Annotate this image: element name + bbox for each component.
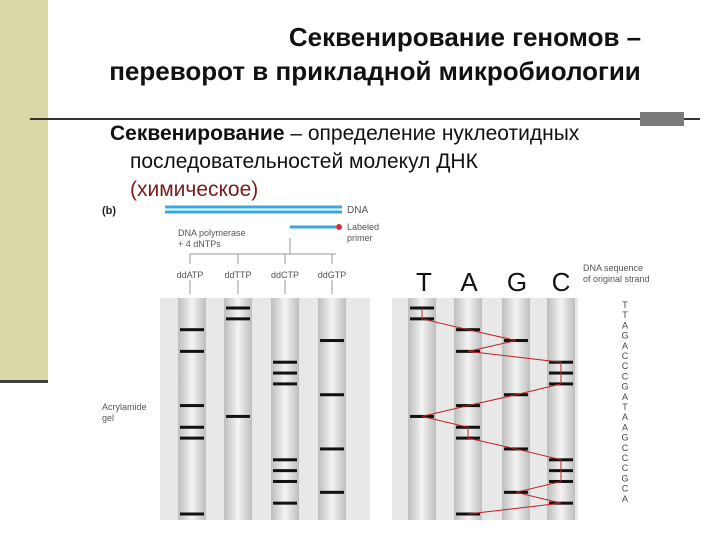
lane-letter-g: G [507,267,527,297]
left-gel-band [180,404,204,408]
primer-label-line1: Labeled [347,222,379,232]
title-line-1: Секвенирование геномов – [288,22,642,52]
subtitle-term: Секвенирование [110,122,285,145]
decorative-accent-bar [0,0,48,380]
sequence-trace-line [421,308,562,515]
left-gel-band [180,349,204,353]
sequencing-diagram: (b) DNA Labeled primer DNA polymerase + … [102,205,650,520]
left-gel-band [273,382,297,386]
left-gel-band [273,371,297,375]
sequence-base-letter: T [622,300,628,310]
sequence-base-letter: T [622,310,628,320]
polymerase-label-line2: + 4 dNTPs [178,239,221,249]
title-divider-block [640,112,684,126]
sequence-base-letter: G [621,473,628,483]
subtitle-line-2: последовательностей молекул ДНК [130,150,478,173]
tube-label-ddttp: ddTTP [224,270,251,280]
sequencing-figure: (b) DNA Labeled primer DNA polymerase + … [90,198,670,528]
left-gel-band [180,436,204,440]
left-gel-band [180,328,204,332]
panel-label: (b) [102,205,116,217]
sequence-base-letter: G [621,433,628,443]
right-gel-lane-g [502,298,530,520]
primer-label-dot [336,224,342,230]
left-gel-band [273,458,297,462]
title-line-2: переворот в прикладной микробиологии [109,56,641,86]
left-gel-band [273,469,297,473]
left-gel-band [320,393,344,397]
subtitle-definition: – определение нуклеотидных [284,122,580,145]
sequence-base-letter: C [622,361,629,371]
sequence-base-letter: G [621,331,628,341]
sequence-base-letter: A [622,320,628,330]
left-gel-band [180,425,204,429]
left-gel-lane-a [178,298,206,520]
sequence-base-letter: A [622,494,628,504]
left-gel-band [180,512,204,516]
sequence-base-letter: T [622,402,628,412]
tube-label-ddatp: ddATP [177,270,204,280]
subtitle-line-3: (химическое) [130,178,259,201]
sequence-base-letter: C [622,463,629,473]
distribution-lines [189,238,336,294]
slide-title: Секвенирование геномов – переворот в при… [60,20,690,88]
left-gel-lane-g [318,298,346,520]
lane-letter-c: C [552,267,571,297]
sequence-label-line1: DNA sequence [583,263,643,273]
left-gel-band [320,339,344,343]
lane-letter-t: T [416,267,432,297]
sequence-label-line2: of original strand [583,274,650,284]
left-gel-band [320,447,344,451]
left-gel-band [273,360,297,364]
sequence-base-letter: G [621,382,628,392]
sequence-base-letter: C [622,484,629,494]
tube-label-ddgtp: ddGTP [318,270,347,280]
left-gel-band [273,479,297,483]
tube-label-ddctp: ddCTP [271,270,299,280]
subtitle-text: Секвенирование – определение нуклеотидны… [110,120,690,204]
right-gel-lane-a [454,298,482,520]
title-divider [30,118,700,120]
gel-label-line2: gel [102,413,114,423]
accent-bar-edge [0,380,48,383]
sequence-base-letter: A [622,341,628,351]
right-gel-lane-c [547,298,575,520]
left-gel-lane-c [271,298,299,520]
left-gel-band [226,317,250,321]
sequence-base-letter: A [622,412,628,422]
left-gel-lane-t [224,298,252,520]
dna-label: DNA [347,205,368,216]
left-gel-band [226,414,250,418]
sequence-base-letter: C [622,453,629,463]
gel-label-line1: Acrylamide [102,402,147,412]
left-gel-band [273,501,297,505]
sequence-base-letter: C [622,351,629,361]
lane-letter-a: A [460,267,478,297]
sequence-base-letter: C [622,443,629,453]
sequence-base-letter: A [622,422,628,432]
primer-label-line2: primer [347,233,373,243]
left-gel-band [226,306,250,310]
polymerase-label-line1: DNA polymerase [178,228,246,238]
right-gel-lane-t [408,298,436,520]
sequence-base-letter: C [622,371,629,381]
left-gel-bands [180,306,344,516]
sequence-base-letter: A [622,392,628,402]
left-gel-band [320,490,344,494]
